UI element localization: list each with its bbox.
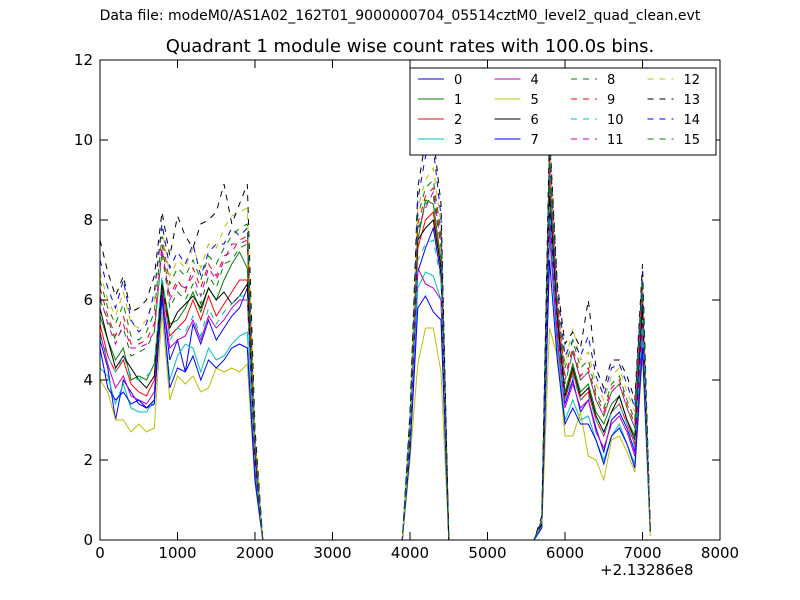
series-layer [99, 127, 651, 541]
legend-label-14: 14 [684, 113, 701, 128]
legend-label-0: 0 [454, 73, 462, 88]
x-tick-label: 7000 [623, 544, 661, 562]
series-line-8 [99, 159, 651, 541]
x-tick-label: 5000 [468, 544, 506, 562]
x-offset-label: +2.13286e8 [600, 561, 694, 579]
y-tick-label: 0 [83, 531, 93, 549]
series-line-14 [99, 143, 651, 541]
series-line-5 [99, 311, 651, 541]
figure-suptitle: Data file: modeM0/AS1A02_162T01_90000007… [99, 8, 701, 24]
series-line-12 [99, 127, 651, 541]
series-line-10 [99, 203, 651, 541]
legend-label-3: 3 [454, 133, 462, 148]
series-line-15 [99, 147, 651, 541]
chart-title: Quadrant 1 module wise count rates with … [165, 36, 655, 57]
legend-label-11: 11 [607, 133, 624, 148]
y-tick-label: 4 [83, 371, 93, 389]
legend-label-7: 7 [531, 133, 539, 148]
legend-label-10: 10 [607, 113, 624, 128]
legend-box [409, 67, 717, 156]
x-tick-label: 8000 [701, 544, 739, 562]
series-line-13 [99, 131, 651, 541]
x-tick-label: 3000 [313, 544, 351, 562]
series-line-4 [99, 227, 651, 541]
legend-label-6: 6 [531, 113, 539, 128]
x-tick-label: 4000 [391, 544, 429, 562]
legend-label-8: 8 [607, 73, 615, 88]
x-tick-label: 0 [95, 544, 105, 562]
series-line-6 [99, 195, 651, 541]
y-tick-label: 10 [74, 131, 93, 149]
x-tick-label: 1000 [158, 544, 196, 562]
series-line-2 [99, 195, 651, 541]
legend-label-1: 1 [454, 93, 462, 108]
x-tick-label: 2000 [236, 544, 274, 562]
y-tick-label: 2 [83, 451, 93, 469]
x-tick-label: 6000 [546, 544, 584, 562]
tick-layer: 0 1000 2000 3000 4000 5000 6000 7000 80000246810… [74, 51, 739, 562]
y-tick-label: 12 [74, 51, 93, 69]
legend-label-15: 15 [684, 133, 701, 148]
legend-label-4: 4 [531, 73, 539, 88]
y-tick-label: 6 [83, 291, 93, 309]
legend-label-13: 13 [684, 93, 701, 108]
legend-label-9: 9 [607, 93, 615, 108]
series-line-0 [99, 211, 651, 541]
y-tick-label: 8 [83, 211, 93, 229]
series-line-3 [99, 235, 651, 541]
legend-label-2: 2 [454, 113, 462, 128]
series-line-11 [99, 163, 651, 541]
legend-label-5: 5 [531, 93, 539, 108]
legend-label-12: 12 [684, 73, 701, 88]
